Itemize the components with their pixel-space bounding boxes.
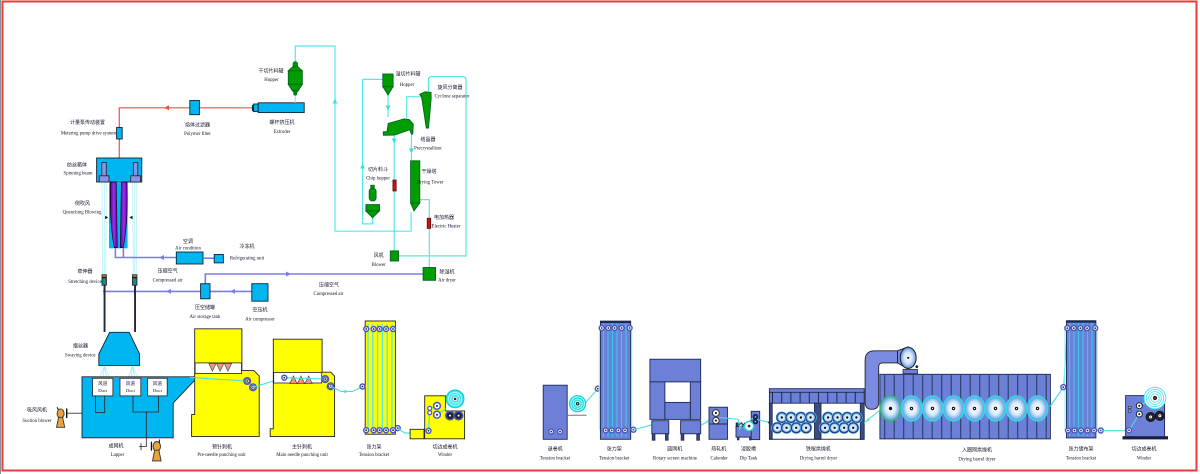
svg-text:Compressed air: Compressed air bbox=[153, 279, 183, 284]
svg-text:风机: 风机 bbox=[374, 252, 384, 259]
svg-text:吸风风机: 吸风风机 bbox=[27, 407, 47, 414]
svg-text:Calender: Calender bbox=[711, 456, 729, 461]
svg-text:Tension bracket: Tension bracket bbox=[540, 456, 571, 461]
svg-text:铁棍烘燥机: 铁棍烘燥机 bbox=[806, 445, 831, 452]
svg-text:Stretching device: Stretching device bbox=[68, 280, 101, 285]
svg-text:压空储罐: 压空储罐 bbox=[195, 304, 215, 311]
svg-text:风道: 风道 bbox=[98, 380, 108, 387]
svg-text:Polymer filter: Polymer filter bbox=[184, 132, 211, 137]
svg-text:结晶器: 结晶器 bbox=[420, 136, 435, 143]
svg-text:电加热器: 电加热器 bbox=[434, 214, 454, 221]
svg-text:纺丝箱体: 纺丝箱体 bbox=[67, 162, 87, 169]
svg-text:Metering pump drive system: Metering pump drive system bbox=[61, 132, 117, 137]
svg-text:Electric Heater: Electric Heater bbox=[432, 225, 461, 230]
svg-text:Tension bracket: Tension bracket bbox=[599, 456, 630, 461]
svg-text:除湿机: 除湿机 bbox=[439, 269, 454, 276]
svg-text:Extruder: Extruder bbox=[274, 130, 291, 135]
svg-text:Blower: Blower bbox=[372, 263, 387, 268]
svg-text:风道: 风道 bbox=[126, 380, 136, 387]
svg-text:牵伸器: 牵伸器 bbox=[77, 268, 92, 275]
svg-text:Drying Tower: Drying Tower bbox=[417, 181, 444, 186]
svg-text:张力架: 张力架 bbox=[366, 443, 381, 450]
svg-text:干切片料罐: 干切片料罐 bbox=[258, 68, 283, 75]
svg-text:Air dryer: Air dryer bbox=[438, 279, 456, 284]
svg-text:Spinning beam: Spinning beam bbox=[64, 172, 93, 177]
svg-text:切边成卷机: 切边成卷机 bbox=[432, 443, 457, 450]
svg-text:Rotary screen machine: Rotary screen machine bbox=[653, 456, 697, 461]
svg-text:计量泵传动装置: 计量泵传动装置 bbox=[70, 119, 105, 126]
svg-text:熔体过滤器: 熔体过滤器 bbox=[185, 122, 210, 129]
svg-text:压缩空气: 压缩空气 bbox=[158, 268, 178, 275]
svg-text:空调: 空调 bbox=[183, 238, 193, 245]
svg-text:切边成卷机: 切边成卷机 bbox=[1131, 445, 1156, 452]
svg-text:Tension bracket: Tension bracket bbox=[1066, 456, 1097, 461]
svg-text:Hopper: Hopper bbox=[400, 83, 415, 88]
svg-text:Duct: Duct bbox=[98, 388, 108, 393]
svg-text:Quenching Blowing: Quenching Blowing bbox=[63, 211, 102, 216]
svg-text:压缩空气: 压缩空气 bbox=[319, 282, 339, 289]
svg-text:张力架: 张力架 bbox=[607, 445, 622, 452]
svg-text:Chip hopper: Chip hopper bbox=[366, 177, 390, 182]
svg-text:预针刺机: 预针刺机 bbox=[212, 443, 232, 450]
svg-text:Dip Tank: Dip Tank bbox=[740, 456, 758, 461]
svg-text:Drying barrel dryer: Drying barrel dryer bbox=[800, 456, 838, 461]
svg-text:Drying barrel dryer: Drying barrel dryer bbox=[958, 457, 996, 462]
svg-text:浸胶槽: 浸胶槽 bbox=[741, 445, 756, 452]
svg-text:Pre-needle punching unit: Pre-needle punching unit bbox=[197, 453, 246, 458]
svg-text:成网机: 成网机 bbox=[108, 443, 123, 450]
svg-text:热轧机: 热轧机 bbox=[711, 445, 726, 452]
svg-text:空压机: 空压机 bbox=[252, 307, 267, 314]
svg-text:风道: 风道 bbox=[153, 380, 163, 387]
svg-text:干燥塔: 干燥塔 bbox=[421, 168, 436, 175]
svg-text:Swaying device: Swaying device bbox=[65, 354, 96, 359]
svg-text:Compressed air: Compressed air bbox=[314, 292, 344, 297]
svg-text:Cyclone separator: Cyclone separator bbox=[435, 95, 470, 100]
svg-text:侧吹风: 侧吹风 bbox=[75, 200, 90, 207]
svg-text:旋风分离器: 旋风分离器 bbox=[437, 84, 462, 91]
svg-text:Air compressor: Air compressor bbox=[245, 318, 275, 323]
svg-text:湿切片料罐: 湿切片料罐 bbox=[395, 71, 420, 78]
svg-text:Precrystallizer: Precrystallizer bbox=[414, 147, 442, 152]
svg-text:冷冻机: 冷冻机 bbox=[239, 243, 254, 250]
svg-text:Lapper: Lapper bbox=[111, 453, 125, 458]
svg-text:Air condition: Air condition bbox=[175, 247, 201, 252]
svg-text:圆网机: 圆网机 bbox=[667, 445, 682, 452]
svg-text:Hopper: Hopper bbox=[264, 78, 279, 83]
svg-text:Duct: Duct bbox=[126, 388, 136, 393]
svg-text:入圈网烘燥机: 入圈网烘燥机 bbox=[962, 447, 992, 454]
svg-text:Main needle punching unit: Main needle punching unit bbox=[276, 453, 328, 458]
svg-text:Winder: Winder bbox=[1137, 456, 1152, 461]
svg-text:切片料斗: 切片料斗 bbox=[368, 166, 388, 173]
svg-text:主针刺机: 主针刺机 bbox=[292, 443, 312, 450]
svg-text:Tension bracket: Tension bracket bbox=[359, 453, 390, 458]
svg-text:张力储布架: 张力储布架 bbox=[1068, 445, 1093, 452]
svg-text:螺杆挤压机: 螺杆挤压机 bbox=[269, 119, 294, 126]
svg-text:退卷机: 退卷机 bbox=[548, 445, 563, 452]
svg-text:Suction blower: Suction blower bbox=[22, 419, 52, 424]
svg-text:Air storage tank: Air storage tank bbox=[190, 315, 222, 320]
svg-text:Refrigerating unit: Refrigerating unit bbox=[230, 257, 265, 262]
svg-text:Duct: Duct bbox=[153, 388, 163, 393]
svg-text:摆丝器: 摆丝器 bbox=[73, 343, 88, 350]
svg-text:Winder: Winder bbox=[438, 453, 453, 458]
